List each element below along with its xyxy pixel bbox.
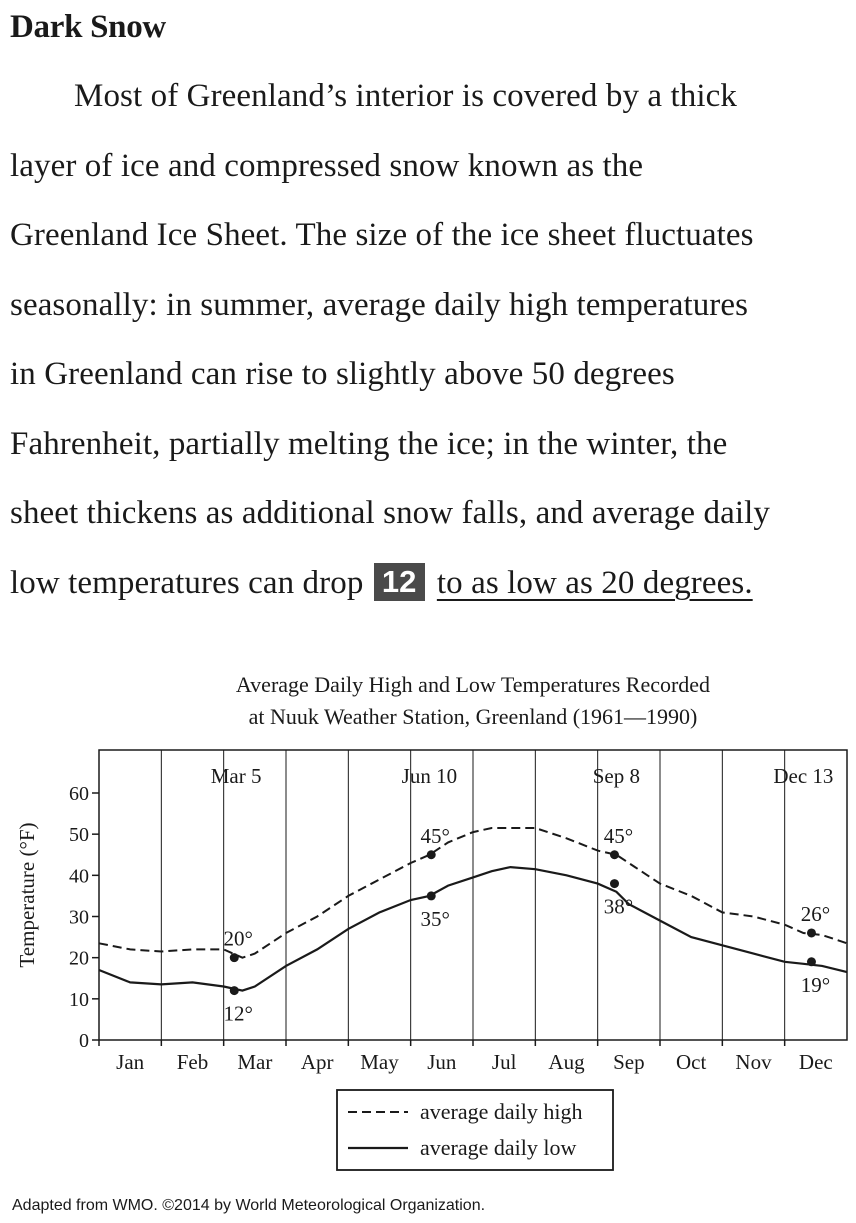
series-line-average-daily-low: [98, 865, 848, 992]
month-label: Apr: [301, 1050, 334, 1074]
x-axis: Jan Feb Mar Apr May Jun Jul Aug Sep Oct Nov Dec: [98, 1040, 833, 1074]
data-label: 20°: [224, 927, 253, 951]
data-point: [609, 850, 619, 860]
y-tick-label: 20: [69, 948, 89, 970]
temperature-chart: Average Daily High and Low Temperatures …: [15, 672, 848, 1171]
month-label: Sep: [613, 1050, 645, 1074]
y-tick-label: 40: [69, 865, 89, 887]
passage-line: in Greenland can rise to slightly above …: [10, 356, 675, 392]
month-label: Dec: [799, 1050, 833, 1074]
chart-title-line-2: at Nuuk Weather Station, Greenland (1961…: [249, 704, 698, 729]
month-label: Feb: [177, 1050, 209, 1074]
data-label: 38°: [604, 895, 633, 919]
data-point: [806, 928, 816, 938]
month-label: Nov: [735, 1050, 772, 1074]
passage-line: seasonally: in summer, average daily hig…: [10, 286, 749, 323]
data-point: [426, 891, 436, 901]
article-heading: Dark Snow: [10, 9, 166, 45]
underlined-answer-portion[interactable]: to as low as 20 degrees.: [436, 564, 753, 601]
y-axis: 0 10 20 30 40 50 60: [69, 783, 99, 1052]
question-number-badge[interactable]: 12: [373, 562, 425, 601]
passage-line: Fahrenheit, partially melting the ice; i…: [10, 425, 728, 462]
data-label: 45°: [421, 824, 450, 848]
y-axis-label: Temperature (°F): [15, 822, 39, 967]
passage-line: sheet thickens as additional snow falls,…: [10, 495, 770, 531]
date-label: Dec 13: [773, 764, 833, 788]
y-tick-label: 60: [69, 783, 89, 805]
data-markers: 20° 12° 45° 35° 45° 38° 26° 19°: [224, 824, 831, 1026]
data-point: [426, 850, 436, 860]
chart-title-line-1: Average Daily High and Low Temperatures …: [236, 672, 710, 697]
date-label: Sep 8: [593, 764, 640, 788]
chart-grid: [160, 750, 786, 1040]
y-tick-label: 30: [69, 907, 89, 929]
month-label: May: [360, 1050, 399, 1074]
month-label: Aug: [548, 1050, 585, 1074]
passage-line: layer of ice and compressed snow known a…: [10, 147, 644, 184]
data-label: 26°: [801, 902, 830, 926]
legend-box: [336, 1089, 614, 1171]
source-credit: Adapted from WMO. ©2014 by World Meteoro…: [12, 1197, 486, 1214]
data-label: 19°: [801, 973, 830, 997]
month-label: Mar: [237, 1050, 272, 1074]
passage-last-line: low temperatures can drop 12 to as low a…: [10, 549, 850, 619]
month-label: Jan: [116, 1050, 144, 1074]
y-tick-label: 10: [69, 989, 89, 1011]
y-tick-label: 0: [79, 1030, 89, 1052]
legend-label-low: average daily low: [420, 1135, 576, 1160]
passage-line: Most of Greenland’s interior is covered …: [74, 78, 737, 114]
month-label: Jul: [492, 1050, 517, 1074]
date-label: Mar 5: [211, 764, 262, 788]
passage: Most of Greenland’s interior is covered …: [10, 62, 850, 618]
month-label: Jun: [427, 1050, 457, 1074]
series-line-average-daily-high: [98, 827, 848, 959]
data-point: [229, 953, 239, 963]
month-label: Oct: [676, 1050, 706, 1074]
legend-label-high: average daily high: [420, 1099, 583, 1124]
chart-legend: average daily high average daily low: [336, 1089, 614, 1171]
date-label: Jun 10: [402, 764, 457, 788]
date-labels: Mar 5 Jun 10 Sep 8 Dec 13: [211, 764, 834, 788]
data-label: 45°: [604, 824, 633, 848]
passage-line: Greenland Ice Sheet. The size of the ice…: [10, 217, 754, 253]
data-point: [609, 879, 619, 889]
y-tick-label: 50: [69, 824, 89, 846]
data-label: 12°: [224, 1002, 253, 1026]
data-point: [229, 986, 239, 996]
data-label: 35°: [421, 907, 450, 931]
data-point: [806, 957, 816, 967]
passage-text: low temperatures can drop: [10, 564, 364, 601]
